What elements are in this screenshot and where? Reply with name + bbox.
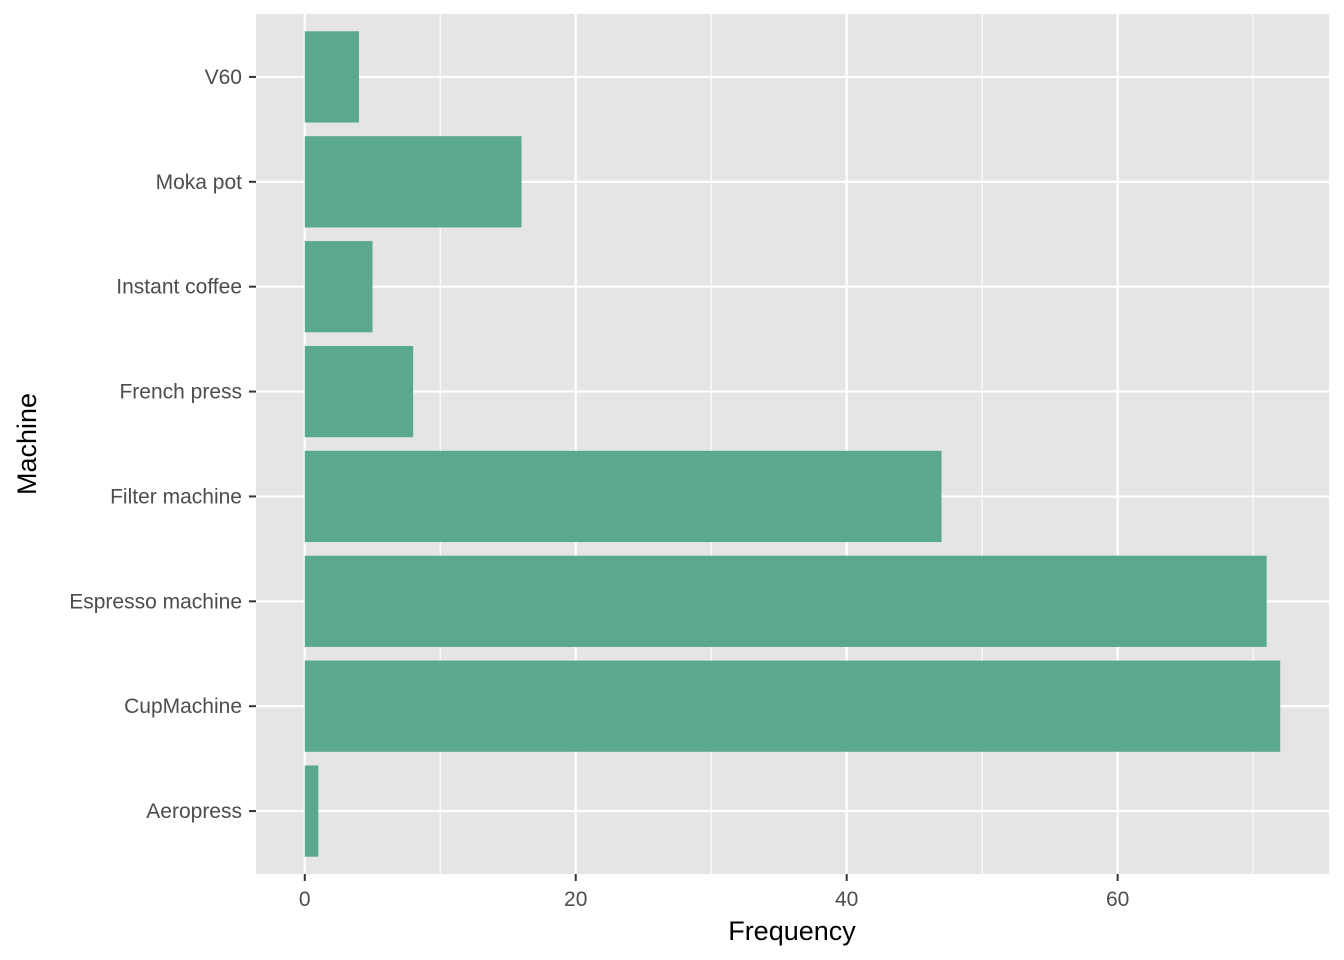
- x-tick-label: 40: [835, 888, 858, 911]
- bar-moka-pot: [304, 136, 522, 228]
- y-tick-label: French press: [119, 381, 242, 404]
- bar-cupmachine: [304, 660, 1281, 752]
- bar-aeropress: [304, 765, 319, 857]
- x-tick-label: 0: [299, 888, 311, 911]
- y-tick-label: Instant coffee: [116, 276, 242, 299]
- x-tick-label: 60: [1106, 888, 1129, 911]
- bar-instant-coffee: [304, 241, 373, 333]
- y-tick-label: V60: [205, 66, 242, 89]
- bar-french-press: [304, 345, 414, 438]
- y-tick-label: Filter machine: [110, 485, 242, 508]
- y-axis-ticks: Aeropress CupMachine Espresso machine Filte…: [69, 66, 256, 823]
- y-tick-label: Aeropress: [146, 800, 242, 823]
- x-tick-label: 20: [564, 888, 587, 911]
- bar-espresso-machine: [304, 555, 1267, 647]
- x-axis-ticks: 0 20 40 60: [299, 874, 1129, 911]
- bar-v60: [304, 31, 359, 123]
- y-axis-title: Machine: [12, 393, 42, 495]
- y-tick-label: Espresso machine: [69, 590, 242, 613]
- y-tick-label: CupMachine: [124, 695, 242, 718]
- bars: [304, 31, 1281, 857]
- bar-filter-machine: [304, 450, 942, 543]
- y-tick-label: Moka pot: [156, 171, 243, 194]
- x-axis-title: Frequency: [728, 916, 856, 946]
